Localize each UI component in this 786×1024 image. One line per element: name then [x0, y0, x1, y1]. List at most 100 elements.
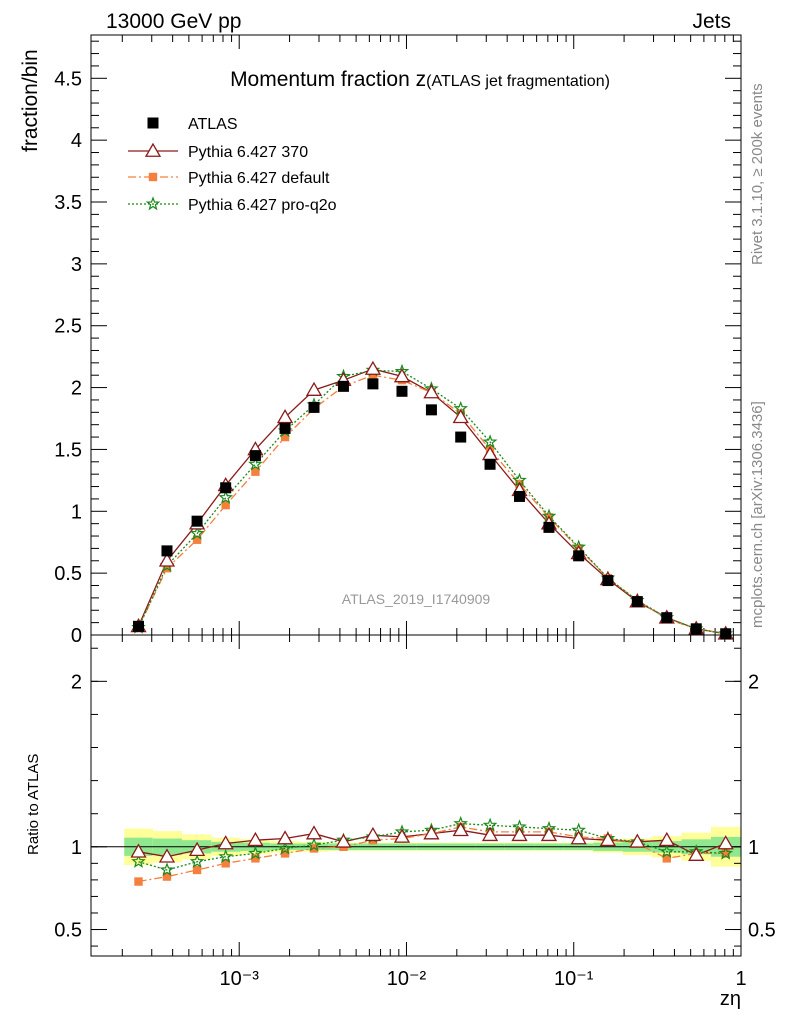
data-point-1 — [423, 384, 440, 399]
data-point-1 — [158, 552, 176, 567]
y-tick-label-main: 2 — [71, 378, 82, 400]
side-label-bottom: mcplots.cern.ch [arXiv:1306.3436] — [749, 401, 766, 628]
main-series — [130, 360, 734, 640]
data-point-atlas — [279, 422, 291, 434]
ratio-series — [130, 815, 734, 886]
ratio-point-0 — [599, 831, 616, 847]
data-point-2 — [221, 500, 230, 510]
x-tick-labels: 10⁻³ 10⁻² 10⁻¹ 1 — [219, 968, 746, 990]
y-tick-label-ratio: 0.5 — [54, 920, 82, 942]
ratio-ylabel: Ratio to ATLAS — [25, 754, 42, 855]
data-point-atlas — [573, 550, 585, 562]
data-point-1 — [393, 368, 411, 383]
ratio-point-2 — [248, 845, 263, 860]
data-point-atlas — [484, 458, 496, 470]
main-ticks: 0 0.5 1 1.5 2 2.5 3 3.5 4 4.5 — [54, 35, 742, 647]
data-point-atlas — [543, 521, 555, 533]
data-point-atlas — [220, 482, 232, 494]
ratio-point-2 — [189, 854, 205, 868]
data-point-3 — [248, 456, 263, 471]
main-title-sub: (ATLAS jet fragmentation) — [426, 73, 610, 90]
data-point-atlas — [455, 431, 467, 443]
y-tick-label-ratio-right: 1 — [748, 837, 759, 859]
y-tick-label-main: 1.5 — [54, 439, 82, 461]
data-point-1 — [452, 408, 469, 424]
ratio-point-2 — [131, 854, 146, 868]
analysis-label: ATLAS_2019_I1740909 — [342, 591, 491, 607]
ratio-point-2 — [159, 862, 175, 877]
ratio-point-0 — [629, 833, 646, 848]
ratio-point-0 — [393, 828, 411, 843]
ratio-point-1 — [280, 849, 290, 858]
ratio-point-2 — [277, 840, 293, 855]
legend-label: Pythia 6.427 370 — [188, 144, 308, 161]
data-point-atlas — [425, 404, 437, 416]
ratio-point-2 — [306, 837, 322, 852]
ratio-point-0 — [335, 833, 352, 848]
x-tick-label: 1 — [735, 968, 746, 990]
ratio-point-0 — [276, 830, 294, 845]
legend-marker-2 — [148, 172, 158, 182]
y-tick-label-main: 4 — [71, 130, 82, 152]
data-point-atlas — [631, 596, 643, 608]
x-tick-label: 10⁻¹ — [554, 968, 594, 990]
y-tick-label-main: 2.5 — [54, 316, 82, 338]
ratio-point-1 — [721, 849, 730, 858]
legend-label: ATLAS — [188, 116, 238, 133]
ratio-point-1 — [162, 872, 172, 881]
data-point-1 — [305, 381, 323, 396]
ratio-point-1 — [221, 859, 230, 868]
legend-label: Pythia 6.427 default — [188, 170, 330, 187]
x-tick-label: 10⁻² — [387, 968, 427, 990]
data-point-2 — [368, 371, 378, 380]
ratio-point-0 — [217, 835, 234, 850]
x-tick-label: 10⁻³ — [219, 968, 259, 990]
ratio-point-0 — [511, 826, 528, 842]
data-point-atlas — [396, 385, 408, 397]
ratio-point-0 — [717, 835, 734, 850]
y-tick-label-main: 3 — [71, 254, 82, 276]
ratio-point-0 — [570, 830, 587, 845]
ratio-point-2 — [718, 845, 734, 860]
ratio-point-0 — [188, 841, 206, 857]
data-point-atlas — [133, 620, 145, 632]
ratio-point-0 — [481, 826, 499, 842]
ratio-point-1 — [192, 865, 202, 875]
data-point-1 — [276, 408, 294, 424]
data-point-atlas — [367, 378, 379, 390]
ratio-point-0 — [158, 848, 176, 863]
data-point-atlas — [308, 401, 320, 413]
y-tick-label-main: 3.5 — [54, 192, 82, 214]
y-tick-label-ratio-right: 2 — [748, 671, 759, 693]
ratio-point-0 — [364, 826, 382, 842]
legend-marker-1 — [144, 142, 162, 157]
category-label: Jets — [692, 10, 731, 33]
legend-label: Pythia 6.427 pro-q2o — [188, 197, 337, 214]
ratio-xlabel: zη — [720, 988, 741, 1010]
data-point-2 — [192, 535, 202, 544]
data-point-atlas — [191, 515, 203, 527]
ratio-point-1 — [251, 854, 260, 863]
ratio-point-0 — [452, 821, 469, 837]
ratio-point-0 — [130, 843, 147, 858]
ratio-point-0 — [658, 831, 675, 847]
y-tick-label-ratio: 2 — [71, 671, 82, 693]
y-tick-label-main: 0.5 — [54, 563, 82, 585]
data-point-2 — [251, 467, 260, 476]
data-point-3 — [218, 490, 233, 504]
ratio-panel: 0.5 0.51 12 2 Ratio to ATLAS zη 10⁻³ 10⁻² 10⁻… — [25, 634, 776, 1010]
legend-marker-atlas — [147, 117, 159, 129]
ratio-line-1 — [138, 826, 726, 883]
ratio-point-0 — [305, 825, 323, 840]
ratio-point-2 — [218, 848, 234, 864]
legend: ATLAS Pythia 6.427 370 Pythia 6.427 defaul… — [128, 116, 337, 214]
side-label-top: Rivet 3.1.10, ≥ 200k events — [749, 83, 766, 265]
data-point-atlas — [161, 545, 173, 557]
data-point-atlas — [249, 450, 261, 462]
data-point-atlas — [514, 490, 526, 502]
ratio-point-2 — [659, 844, 675, 858]
ratio-point-1 — [662, 854, 671, 863]
data-point-3 — [482, 434, 498, 449]
main-title-text: Momentum fraction z — [230, 68, 426, 91]
ratio-ticks: 0.5 0.5 1 1 2 2 — [54, 635, 776, 956]
